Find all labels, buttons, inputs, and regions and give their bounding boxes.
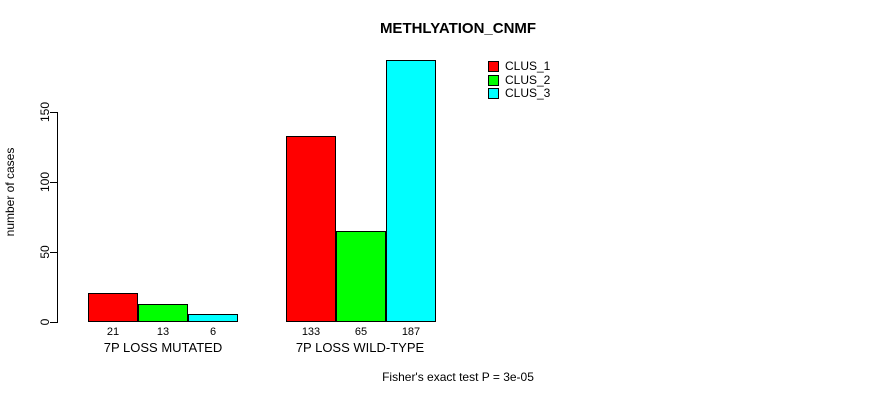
y-axis-tick	[50, 322, 57, 323]
bar-value-label: 13	[156, 326, 170, 338]
legend-label-clus-1: CLUS_1	[505, 59, 551, 74]
legend-item-clus-2: CLUS_2	[488, 72, 551, 88]
legend-label-clus-3: CLUS_3	[505, 86, 551, 101]
bar-value-label: 133	[301, 326, 321, 338]
legend-item-clus-1: CLUS_1	[488, 60, 550, 74]
legend-label-clus-2: CLUS_2	[505, 72, 551, 87]
bar-value-label: 65	[354, 326, 368, 338]
y-axis-tick	[50, 112, 57, 113]
y-axis-line	[57, 112, 58, 323]
bar-value-label: 6	[209, 326, 217, 338]
bar-clus_2-group1	[138, 303, 188, 322]
category-label-7p-loss-mutated: 7P LOSS MUTATED	[103, 340, 223, 355]
y-axis-tick-label: 150	[38, 101, 52, 123]
bar-clus_3-group1	[188, 313, 238, 322]
legend: CLUS_1 CLUS_2 CLUS_3	[488, 60, 550, 101]
annotation-fishers-test: Fisher's exact test P = 3e-05	[382, 370, 534, 384]
y-axis-tick	[50, 182, 57, 183]
bar-clus_1-group2	[286, 135, 336, 322]
bar-clus_3-group2	[386, 60, 436, 322]
y-axis-tick-label: 100	[38, 171, 52, 193]
bar-value-label: 21	[106, 326, 120, 338]
y-axis-tick-label: 50	[38, 245, 52, 259]
chart-title: METHLYATION_CNMF	[379, 20, 537, 37]
bar-clus_2-group2	[336, 231, 386, 322]
y-axis-tick-label: 0	[38, 318, 52, 326]
legend-swatch-clus-2	[488, 74, 499, 86]
category-label-7p-loss-wild-type: 7P LOSS WILD-TYPE	[295, 340, 425, 355]
y-axis-tick	[50, 252, 57, 253]
bar-clus_1-group1	[88, 292, 138, 322]
bar-value-label: 187	[401, 326, 421, 338]
legend-swatch-clus-1	[488, 61, 499, 73]
y-axis-label: number of cases	[3, 147, 17, 237]
legend-swatch-clus-3	[488, 88, 499, 100]
legend-item-clus-3: CLUS_3	[488, 87, 550, 101]
